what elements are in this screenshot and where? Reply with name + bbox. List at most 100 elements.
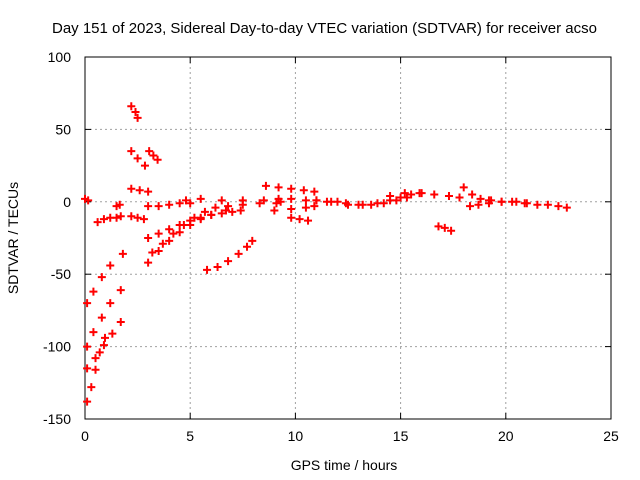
data-point <box>287 205 296 214</box>
data-point <box>118 249 127 258</box>
data-point <box>127 212 136 221</box>
series-pass-18 <box>203 236 257 274</box>
data-point <box>145 147 154 156</box>
data-point <box>400 189 409 198</box>
chart-title: Day 151 of 2023, Sidereal Day-to-day VTE… <box>52 20 597 37</box>
data-point <box>386 192 395 201</box>
data-point <box>165 200 174 209</box>
data-point <box>497 197 506 206</box>
x-tick-label: 20 <box>498 428 514 444</box>
data-point <box>287 194 296 203</box>
data-point <box>131 108 140 117</box>
data-point <box>116 212 125 221</box>
data-point <box>99 341 108 350</box>
data-point <box>116 317 125 326</box>
series-pass-09 <box>127 147 149 170</box>
data-point <box>301 196 310 205</box>
data-point <box>144 202 153 211</box>
data-point <box>217 209 226 218</box>
grid-lines <box>85 57 611 419</box>
data-point <box>447 226 456 235</box>
series-pass-14 <box>181 194 285 206</box>
data-point <box>224 257 233 266</box>
x-tick-label: 5 <box>186 428 194 444</box>
data-point <box>87 383 96 392</box>
data-point <box>554 202 563 211</box>
data-point <box>144 258 153 267</box>
data-point <box>169 229 178 238</box>
data-point <box>200 207 209 216</box>
y-tick-label: 50 <box>55 121 71 137</box>
data-point <box>213 262 222 271</box>
data-point <box>139 215 148 224</box>
x-tick-label: 25 <box>603 428 619 444</box>
data-point <box>476 194 485 203</box>
series-pass-11 <box>127 184 153 196</box>
series-pass-21 <box>270 202 319 215</box>
data-point <box>234 249 243 258</box>
data-point <box>186 216 195 225</box>
series-pass-25 <box>386 189 464 202</box>
y-axis-label: SDTVAR / TECUs <box>5 182 21 294</box>
series-pass-19 <box>261 181 319 196</box>
data-point <box>543 200 552 209</box>
data-point <box>440 223 449 232</box>
data-point <box>140 161 149 170</box>
data-point <box>97 313 106 322</box>
data-point <box>261 181 270 190</box>
data-point <box>207 210 216 219</box>
axis-ticks: 0 5 10 15 20 25 100 50 0 -50 -100 -150 <box>43 49 619 444</box>
data-point <box>243 242 252 251</box>
y-tick-label: 0 <box>63 194 71 210</box>
data-point <box>474 200 483 209</box>
data-point <box>149 151 158 160</box>
data-point <box>108 329 117 338</box>
data-point <box>127 147 136 156</box>
series-pass-03 <box>112 200 124 211</box>
data-point <box>153 155 162 164</box>
data-point <box>224 202 233 211</box>
data-point <box>562 203 571 212</box>
data-point <box>95 348 104 357</box>
series-pass-07 <box>83 333 109 406</box>
data-point <box>287 213 296 222</box>
data-point <box>455 193 464 202</box>
series-pass-23 <box>312 193 411 209</box>
series-pass-10 <box>145 147 162 164</box>
data-point <box>444 192 453 201</box>
data-point <box>84 196 93 205</box>
series-pass-12 <box>127 212 148 224</box>
data-point <box>203 265 212 274</box>
data-point <box>459 183 468 192</box>
data-point <box>466 202 475 211</box>
data-point <box>238 200 247 209</box>
data-point <box>154 247 163 256</box>
data-point <box>468 190 477 199</box>
y-tick-label: -150 <box>43 411 71 427</box>
data-point <box>301 203 310 212</box>
data-point <box>144 234 153 242</box>
data-point <box>327 197 336 206</box>
data-point <box>83 299 92 308</box>
data-point <box>295 215 304 224</box>
data-point <box>533 200 542 209</box>
plot-frame <box>84 56 612 420</box>
data-point <box>196 194 205 203</box>
y-tick-label: -50 <box>51 266 71 282</box>
series-pass-13 <box>144 199 195 211</box>
x-tick-label: 10 <box>288 428 304 444</box>
data-point <box>165 225 174 234</box>
data-point <box>154 202 163 211</box>
data-point <box>248 236 257 245</box>
series-pass-30 <box>533 200 571 212</box>
data-point <box>116 286 125 295</box>
data-point <box>221 206 230 215</box>
data-point <box>259 196 268 205</box>
data-point <box>299 186 308 195</box>
data-point <box>430 190 439 199</box>
data-point <box>175 228 184 237</box>
series-pass-15 <box>144 206 230 267</box>
data-point <box>415 189 424 198</box>
data-point <box>358 200 367 209</box>
